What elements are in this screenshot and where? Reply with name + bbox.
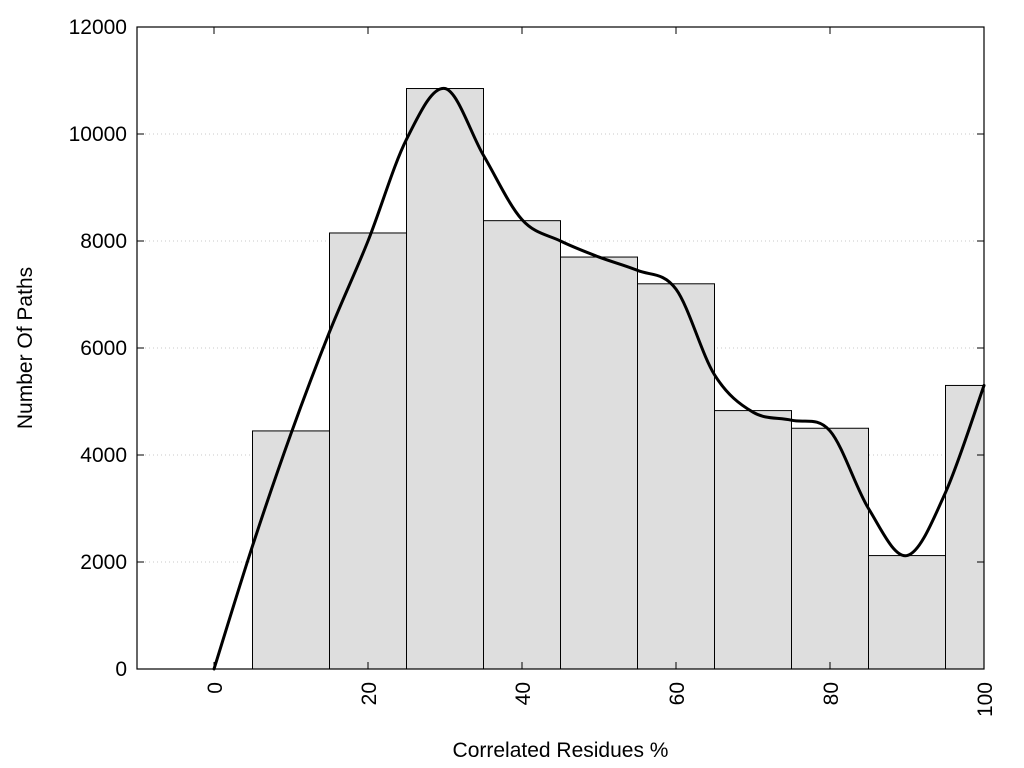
density-curve bbox=[212, 87, 986, 671]
y-tick-label: 4000 bbox=[80, 444, 127, 467]
histogram-bar bbox=[868, 555, 946, 670]
histogram-bar bbox=[329, 232, 407, 670]
histogram-bar bbox=[945, 384, 985, 670]
y-axis-title: Number Of Paths bbox=[14, 267, 37, 429]
histogram-bar bbox=[637, 283, 715, 670]
x-tick-label: 20 bbox=[358, 682, 381, 705]
histogram-bar bbox=[483, 220, 561, 670]
y-axis-ticks: 0 2000 4000 6000 8000 10000 12000 bbox=[69, 16, 984, 681]
histogram-bar bbox=[406, 88, 484, 670]
y-tick-label: 8000 bbox=[80, 230, 127, 253]
y-tick-label: 10000 bbox=[69, 123, 127, 146]
y-tick-label: 2000 bbox=[80, 551, 127, 574]
y-tick-label: 12000 bbox=[69, 16, 127, 39]
x-tick-label: 60 bbox=[666, 682, 689, 705]
histogram-bars bbox=[252, 88, 985, 670]
x-tick-label: 80 bbox=[820, 682, 843, 705]
histogram-bar bbox=[791, 427, 869, 670]
histogram-bar bbox=[560, 256, 638, 670]
x-axis-ticks: 0 20 40 60 80 100 bbox=[204, 27, 997, 717]
x-tick-label: 100 bbox=[974, 682, 997, 717]
histogram-bar bbox=[252, 430, 330, 670]
x-tick-label: 40 bbox=[512, 682, 535, 705]
y-tick-label: 0 bbox=[115, 658, 127, 681]
x-axis-title: Correlated Residues % bbox=[453, 739, 669, 762]
y-tick-label: 6000 bbox=[80, 337, 127, 360]
x-tick-label: 0 bbox=[204, 682, 227, 694]
histogram-bar bbox=[714, 410, 792, 670]
density-curve-layer bbox=[212, 87, 986, 671]
